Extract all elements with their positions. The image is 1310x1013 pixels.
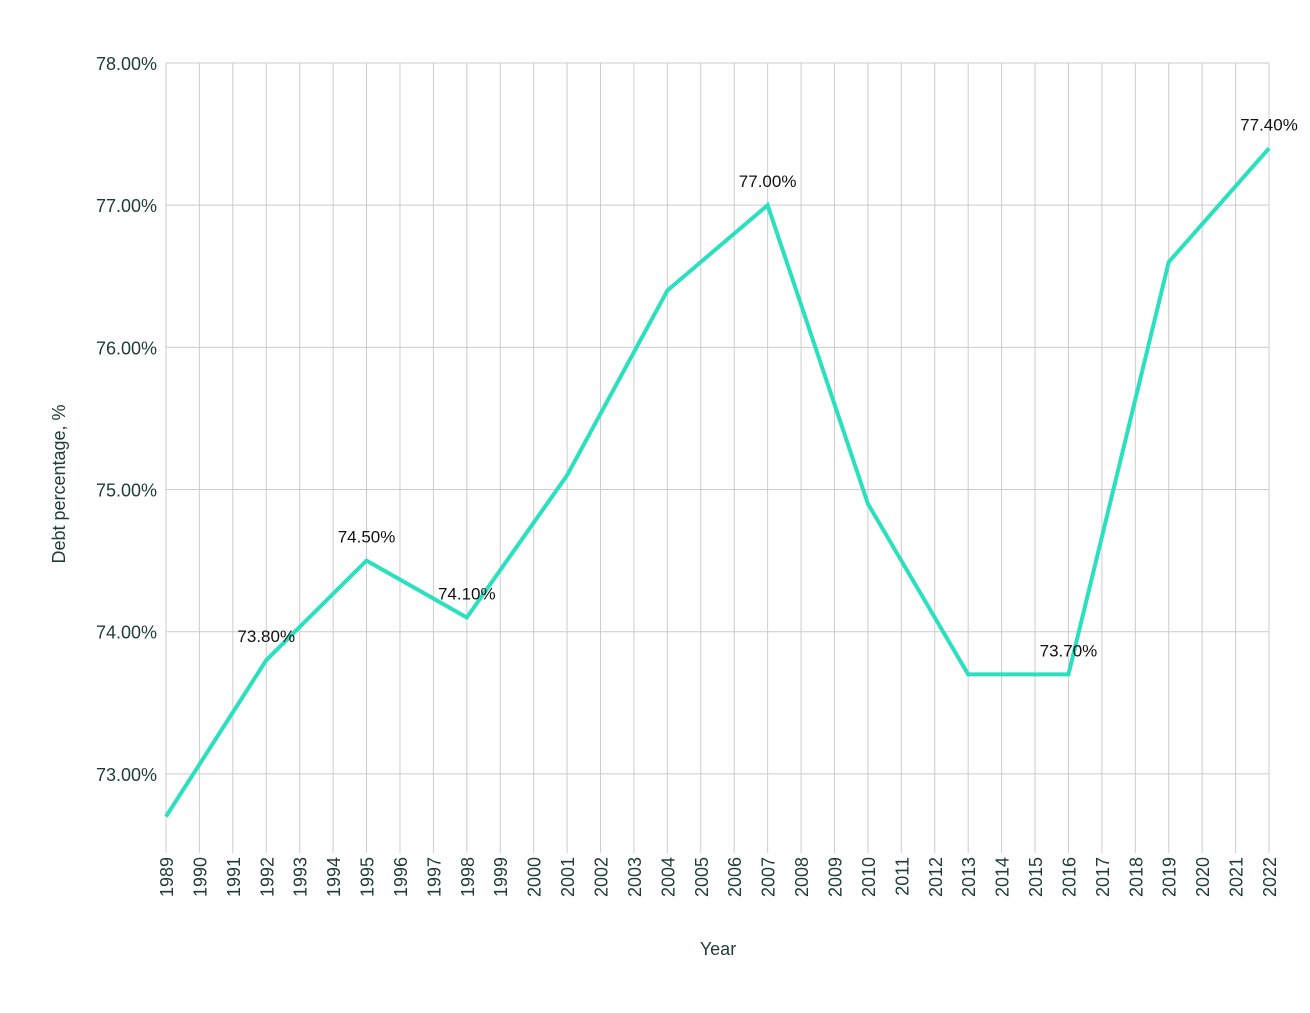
- x-tick-label: 1995: [358, 857, 378, 897]
- y-tick-label: 77.00%: [96, 196, 157, 216]
- y-tick-label: 78.00%: [96, 54, 157, 74]
- x-tick-label: 1993: [291, 857, 311, 897]
- x-tick-label: 2002: [592, 857, 612, 897]
- x-tick-label: 2003: [625, 857, 645, 897]
- data-label: 74.10%: [438, 585, 496, 604]
- data-label: 73.80%: [237, 627, 295, 646]
- x-tick-label: 2017: [1093, 857, 1113, 897]
- y-axis: 73.00% 74.00% 75.00% 76.00% 77.00% 78.00%: [96, 54, 157, 785]
- series: [164, 146, 1271, 818]
- x-tick-label: 1999: [491, 857, 511, 897]
- x-tick-label: 1991: [224, 857, 244, 897]
- x-tick-label: 2013: [959, 857, 979, 897]
- x-axis-title: Year: [700, 939, 736, 959]
- x-tick-label: 2009: [825, 857, 845, 897]
- y-tick-label: 74.00%: [96, 623, 157, 643]
- y-tick-label: 75.00%: [96, 481, 157, 501]
- x-tick-label: 2005: [692, 857, 712, 897]
- x-tick-label: 2008: [792, 857, 812, 897]
- x-tick-label: 2000: [525, 857, 545, 897]
- data-labels: 73.80% 74.50% 74.10% 77.00% 73.70% 77.40%: [237, 115, 1297, 660]
- x-tick-label: 1997: [424, 857, 444, 897]
- x-tick-label: 2014: [993, 857, 1013, 897]
- x-tick-label: 2015: [1026, 857, 1046, 897]
- x-tick-label: 2012: [926, 857, 946, 897]
- x-tick-label: 2020: [1193, 857, 1213, 897]
- x-tick-label: 1990: [190, 857, 210, 897]
- data-label: 74.50%: [338, 528, 396, 547]
- x-tick-label: 2016: [1059, 857, 1079, 897]
- x-tick-label: 2011: [892, 857, 912, 896]
- y-tick-label: 76.00%: [96, 338, 157, 358]
- x-tick-label: 2022: [1260, 857, 1280, 897]
- x-tick-label: 2018: [1126, 857, 1146, 897]
- x-tick-label: 2006: [725, 857, 745, 897]
- y-axis-title: Debt percentage, %: [49, 404, 69, 563]
- x-tick-label: 2010: [859, 857, 879, 897]
- x-tick-label: 1994: [324, 857, 344, 897]
- x-tick-label: 2021: [1227, 857, 1247, 897]
- y-tick-label: 73.00%: [96, 765, 157, 785]
- grid: [165, 62, 1270, 853]
- data-label: 73.70%: [1040, 641, 1098, 660]
- x-axis: 1989 1990 1991 1992 1993 1994 1995 1996 1997 1998…: [157, 857, 1280, 897]
- x-tick-label: 2001: [558, 857, 578, 897]
- x-tick-label: 2004: [658, 857, 678, 897]
- x-tick-label: 1989: [157, 857, 177, 897]
- data-label: 77.00%: [739, 172, 797, 191]
- x-tick-label: 2019: [1160, 857, 1180, 897]
- x-tick-label: 1996: [391, 857, 411, 897]
- x-tick-label: 1998: [458, 857, 478, 897]
- series-line: [164, 146, 1271, 818]
- data-label: 77.40%: [1240, 115, 1298, 134]
- x-tick-label: 2007: [759, 857, 779, 897]
- x-tick-label: 1992: [257, 857, 277, 897]
